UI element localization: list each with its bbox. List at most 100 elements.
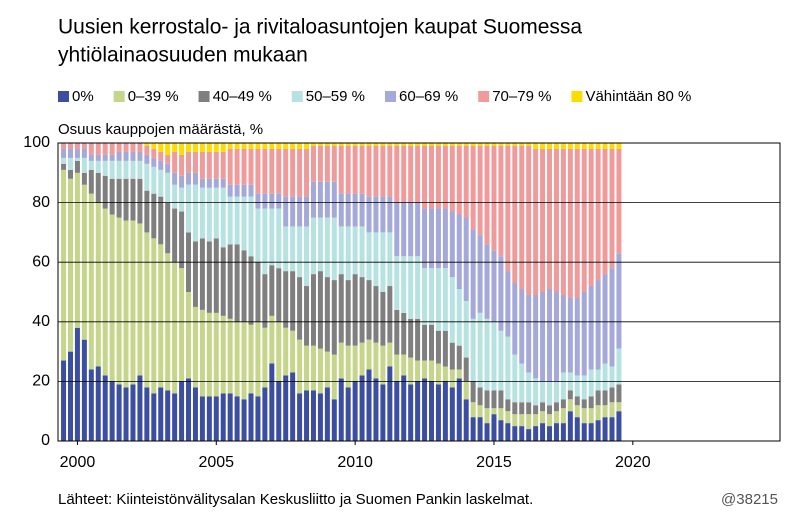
bar-segment xyxy=(81,143,87,149)
bar-segment xyxy=(151,143,157,149)
bar-segment xyxy=(595,143,601,149)
bar-segment xyxy=(199,178,205,188)
bar-segment xyxy=(248,143,254,149)
bar-segment xyxy=(470,318,476,382)
bar-segment xyxy=(408,256,414,319)
bar-segment xyxy=(179,268,185,382)
bar-segment xyxy=(158,196,164,245)
bar-segment xyxy=(192,172,198,185)
bar-segment xyxy=(199,143,205,152)
bar-segment xyxy=(526,372,532,403)
bar-segment xyxy=(540,411,546,424)
bar-segment xyxy=(331,145,337,182)
bar-segment xyxy=(512,145,518,284)
bar-segment xyxy=(255,193,261,209)
bar-segment xyxy=(477,417,483,441)
bar-segment xyxy=(373,196,379,233)
bar-segment xyxy=(560,399,566,409)
bar-segment xyxy=(67,351,73,441)
bar-segment xyxy=(366,232,372,281)
bar-segment xyxy=(317,143,323,146)
bar-segment xyxy=(88,154,94,161)
bar-segment xyxy=(74,157,80,161)
y-tick-label: 0 xyxy=(41,432,50,449)
bar-segment xyxy=(595,280,601,370)
legend-label: 40–49 % xyxy=(213,88,272,105)
bar-segment xyxy=(359,342,365,376)
bar-segment xyxy=(540,402,546,412)
bar-segment xyxy=(317,271,323,349)
bar-segment xyxy=(241,148,247,185)
bar-segment xyxy=(456,345,462,370)
bar-segment xyxy=(151,166,157,194)
bar-segment xyxy=(130,220,136,385)
bar-segment xyxy=(179,154,185,176)
bar-segment xyxy=(609,366,615,388)
bar-segment xyxy=(165,390,171,441)
bar-segment xyxy=(269,363,275,441)
bar-segment xyxy=(588,408,594,424)
bar-segment xyxy=(290,372,296,441)
y-tick-label: 20 xyxy=(32,373,50,390)
bar-segment xyxy=(345,193,351,227)
bar-segment xyxy=(477,387,483,406)
bar-segment xyxy=(415,318,421,361)
bar-segment xyxy=(179,381,185,441)
bar-segment xyxy=(512,143,518,146)
bar-segment xyxy=(387,196,393,233)
bar-segment xyxy=(553,411,559,424)
bar-segment xyxy=(602,417,608,441)
bar-segment xyxy=(463,217,469,301)
bar-segment xyxy=(540,423,546,441)
bar-segment xyxy=(324,351,330,388)
bar-segment xyxy=(123,220,129,388)
bar-segment xyxy=(588,423,594,441)
bar-segment xyxy=(158,387,164,441)
bar-segment xyxy=(415,256,421,319)
bar-segment xyxy=(616,148,622,254)
bar-segment xyxy=(199,238,205,310)
bar-segment xyxy=(255,148,261,194)
bar-segment xyxy=(310,217,316,275)
bar-segment xyxy=(588,286,594,370)
bar-segment xyxy=(172,172,178,185)
bar-segment xyxy=(394,256,400,310)
bar-segment xyxy=(262,148,268,194)
bar-segment xyxy=(491,414,497,441)
bar-segment xyxy=(262,193,268,209)
bar-segment xyxy=(533,426,539,441)
bar-segment xyxy=(408,384,414,441)
bar-segment xyxy=(192,151,198,173)
bar-segment xyxy=(262,208,268,275)
bar-segment xyxy=(88,160,94,170)
bar-segment xyxy=(560,372,566,400)
bar-segment xyxy=(144,387,150,441)
bar-segment xyxy=(137,223,143,376)
bar-segment xyxy=(95,154,101,161)
bar-segment xyxy=(540,381,546,403)
bar-segment xyxy=(310,145,316,182)
bar-segment xyxy=(540,292,546,382)
bar-segment xyxy=(317,181,323,218)
bar-segment xyxy=(616,348,622,385)
bar-segment xyxy=(505,143,511,146)
bar-segment xyxy=(581,292,587,376)
bar-segment xyxy=(581,423,587,441)
bar-segment xyxy=(574,375,580,397)
bar-segment xyxy=(317,348,323,394)
bar-segment xyxy=(553,292,559,382)
bar-segment xyxy=(449,342,455,370)
bar-segment xyxy=(415,145,421,203)
bar-segment xyxy=(74,327,80,441)
bar-segment xyxy=(512,426,518,441)
bar-segment xyxy=(151,238,157,394)
bar-segment xyxy=(512,402,518,415)
bar-segment xyxy=(220,143,226,152)
bar-segment xyxy=(553,402,559,412)
bar-segment xyxy=(602,390,608,406)
bar-segment xyxy=(422,208,428,269)
bar-segment xyxy=(186,292,192,379)
bar-segment xyxy=(560,408,566,424)
bar-segment xyxy=(130,151,136,161)
bar-segment xyxy=(248,184,254,197)
